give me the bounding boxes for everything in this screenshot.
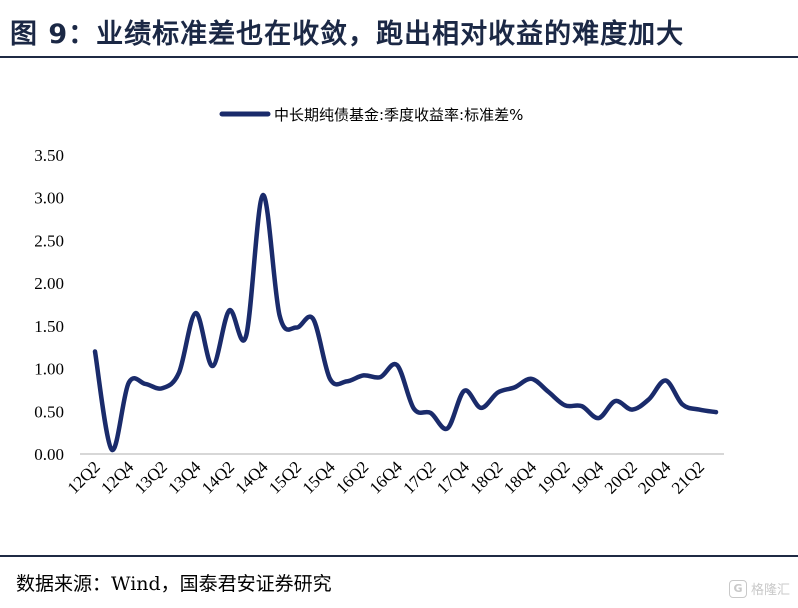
source-note: 数据来源：Wind，国泰君安证券研究 bbox=[16, 573, 332, 595]
x-tick-label: 19Q2 bbox=[534, 457, 574, 497]
x-axis-ticks: 12Q212Q413Q213Q414Q214Q415Q215Q416Q216Q4… bbox=[64, 457, 708, 498]
x-tick-label: 16Q2 bbox=[332, 457, 372, 497]
page-title: 图 9：业绩标准差也在收敛，跑出相对收益的难度加大 bbox=[10, 19, 685, 50]
x-tick-label: 15Q4 bbox=[299, 457, 340, 498]
x-tick-label: 20Q4 bbox=[634, 457, 675, 498]
y-tick-label: 1.00 bbox=[34, 360, 64, 379]
y-axis-ticks: 0.00 0.50 1.00 1.50 2.00 2.50 3.00 3.50 bbox=[34, 146, 64, 464]
x-tick-label: 14Q2 bbox=[198, 457, 238, 497]
x-tick-label: 12Q2 bbox=[64, 457, 104, 497]
series-line bbox=[92, 192, 719, 452]
x-tick-label: 13Q4 bbox=[164, 457, 205, 498]
y-tick-label: 0.50 bbox=[34, 402, 64, 421]
line-chart: 中长期纯债基金:季度收益率:标准差% 0.00 0.50 1.00 1.50 2.00 2… bbox=[34, 106, 724, 498]
x-tick-label: 14Q4 bbox=[232, 457, 273, 498]
watermark-text: 格隆汇 bbox=[750, 583, 790, 598]
x-tick-label: 18Q2 bbox=[466, 457, 506, 497]
y-tick-label: 1.50 bbox=[34, 317, 64, 336]
title-bar: 图 9：业绩标准差也在收敛，跑出相对收益的难度加大 bbox=[0, 0, 798, 58]
x-tick-label: 12Q4 bbox=[97, 457, 138, 498]
x-tick-label: 15Q2 bbox=[265, 457, 305, 497]
watermark-logo-icon: G bbox=[728, 579, 747, 598]
x-tick-label: 21Q2 bbox=[668, 457, 708, 497]
x-tick-label: 20Q2 bbox=[601, 457, 641, 497]
y-tick-label: 3.50 bbox=[34, 146, 64, 165]
y-tick-label: 3.00 bbox=[34, 189, 64, 208]
x-tick-label: 17Q4 bbox=[433, 457, 474, 498]
x-tick-label: 19Q4 bbox=[567, 457, 608, 498]
legend: 中长期纯债基金:季度收益率:标准差% bbox=[219, 106, 523, 124]
x-tick-label: 17Q2 bbox=[399, 457, 439, 497]
series-layer bbox=[92, 192, 719, 452]
x-tick-label: 16Q4 bbox=[366, 457, 407, 498]
y-tick-label: 2.00 bbox=[34, 274, 64, 293]
x-tick-label: 18Q4 bbox=[500, 457, 541, 498]
watermark: G 格隆汇 bbox=[728, 579, 790, 598]
x-tick-label: 13Q2 bbox=[131, 457, 171, 497]
source-bar: 数据来源：Wind，国泰君安证券研究 G 格隆汇 bbox=[0, 555, 798, 608]
y-tick-label: 0.00 bbox=[34, 445, 64, 464]
y-tick-label: 2.50 bbox=[34, 231, 64, 250]
legend-label: 中长期纯债基金:季度收益率:标准差% bbox=[274, 106, 523, 124]
